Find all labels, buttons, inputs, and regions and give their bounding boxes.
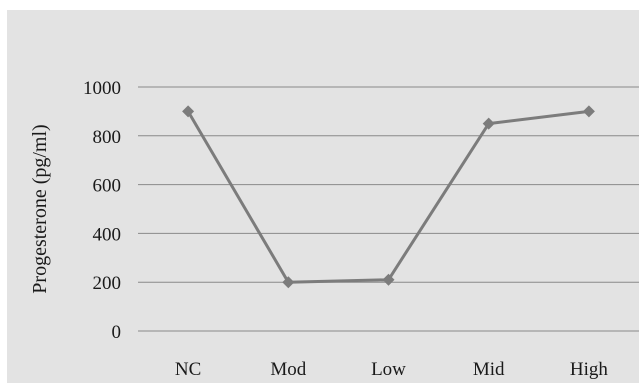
y-tick-label-200: 200 [93, 273, 122, 294]
y-axis-title: Progesterone (pg/ml) [29, 124, 51, 293]
data-point-mid [482, 117, 495, 130]
y-tick-label-800: 800 [93, 127, 122, 148]
x-tick-label-mod: Mod [270, 359, 306, 380]
data-point-nc [182, 105, 195, 118]
x-axis-tick-labels: NC Mod Low Mid High [175, 359, 609, 380]
y-tick-label-0: 0 [112, 322, 122, 343]
x-tick-label-low: Low [371, 359, 406, 380]
y-tick-label-1000: 1000 [83, 78, 121, 99]
y-tick-label-400: 400 [93, 224, 122, 245]
data-point-mod [282, 276, 295, 289]
x-tick-label-mid: Mid [473, 359, 505, 380]
series-layer [182, 105, 595, 289]
y-tick-label-600: 600 [93, 176, 122, 197]
x-tick-label-high: High [570, 359, 609, 380]
chart-background [7, 10, 639, 383]
x-tick-label-nc: NC [175, 359, 201, 380]
y-axis-tick-labels: 0 200 400 600 800 1000 [83, 78, 121, 343]
data-point-low [382, 273, 395, 286]
data-point-high [582, 105, 595, 118]
